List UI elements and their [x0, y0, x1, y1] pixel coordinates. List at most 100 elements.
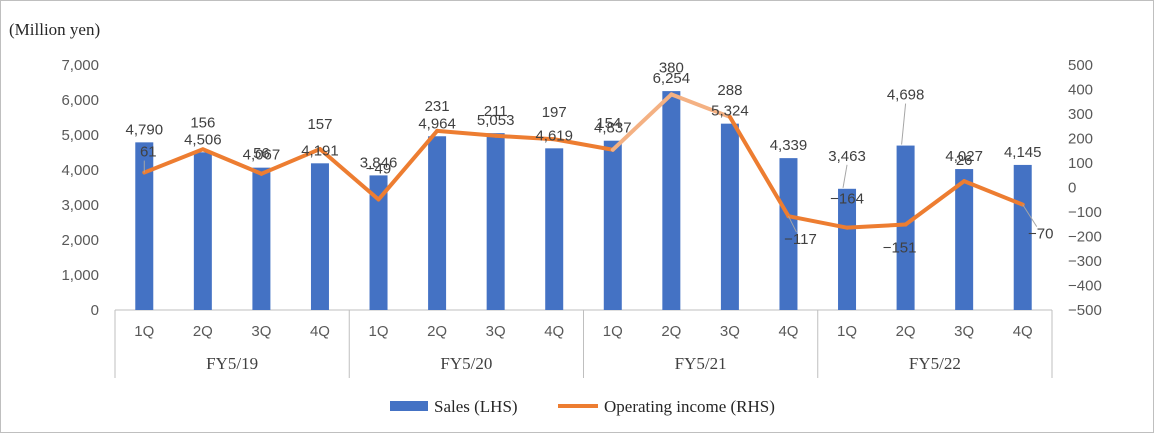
sales-bar	[545, 148, 564, 310]
sales-bar	[838, 188, 857, 310]
x-tick-label: 4Q	[1013, 323, 1033, 340]
y-right-tick-label: −300	[1068, 253, 1102, 270]
y-left-tick-label: 4,000	[61, 162, 99, 179]
sales-data-label: 4,619	[535, 127, 573, 144]
y-right-tick-label: 100	[1068, 155, 1093, 172]
y-right-tick-label: 0	[1068, 180, 1076, 197]
operating-income-segment	[786, 214, 850, 230]
operating-income-data-label: 154	[596, 115, 621, 132]
x-tick-label: 4Q	[544, 323, 564, 340]
sales-data-label: 5,324	[711, 103, 749, 120]
y-right-tick-label: −100	[1068, 204, 1102, 221]
sales-data-label: 4,698	[887, 87, 925, 104]
x-tick-label: 1Q	[369, 323, 389, 340]
operating-income-segment	[903, 179, 967, 227]
line-series	[142, 92, 1025, 230]
sales-bar	[252, 167, 271, 310]
legend-swatch-sales	[390, 401, 428, 411]
x-tick-label: 3Q	[954, 323, 974, 340]
x-tick-label: 1Q	[603, 323, 623, 340]
y-left-tick-label: 6,000	[61, 92, 99, 109]
x-tick-label: 2Q	[661, 323, 681, 340]
group-label: FY5/20	[440, 354, 492, 373]
x-tick-label: 3Q	[486, 323, 506, 340]
x-tick-label: 3Q	[251, 323, 271, 340]
operating-income-data-label: −164	[830, 191, 864, 208]
sales-bar	[486, 133, 505, 310]
sales-data-label: 4,067	[243, 147, 281, 164]
y-right-tick-label: −400	[1068, 278, 1102, 295]
legend: Sales (LHS) Operating income (RHS)	[390, 397, 775, 416]
sales-data-label: 6,254	[653, 70, 691, 87]
operating-income-data-label: −117	[784, 231, 817, 248]
operating-income-segment	[200, 147, 264, 176]
y-right-tick-label: 400	[1068, 82, 1093, 99]
y-left-tick-label: 2,000	[61, 232, 99, 249]
sales-bar	[779, 158, 798, 310]
y-right-tick-label: −200	[1068, 229, 1102, 246]
sales-bar	[310, 163, 329, 310]
operating-income-segment	[493, 133, 557, 142]
axes: 0 1,000 2,000 3,000 4,000 5,000 6,000 7,000 −500…	[61, 57, 1102, 378]
operating-income-segment	[962, 179, 1025, 207]
y-right-tick-label: −500	[1068, 302, 1102, 319]
sales-bar	[135, 142, 154, 310]
group-label: FY5/22	[909, 354, 961, 373]
operating-income-data-label: −70	[1028, 226, 1053, 243]
operating-income-data-label: 197	[542, 104, 567, 121]
y-left-tick-label: 3,000	[61, 197, 99, 214]
x-tick-label: 1Q	[134, 323, 154, 340]
operating-income-data-label: −49	[366, 161, 391, 178]
sales-data-label: 4,027	[945, 148, 983, 165]
sales-data-label: 4,837	[594, 120, 632, 137]
group-label: FY5/19	[206, 354, 258, 373]
operating-income-data-label: −151	[883, 239, 917, 256]
bars	[135, 91, 1032, 310]
x-tick-label: 2Q	[427, 323, 447, 340]
x-tick-label: 4Q	[310, 323, 330, 340]
x-tick-label: 3Q	[720, 323, 740, 340]
y-right-tick-label: 200	[1068, 131, 1093, 148]
operating-income-segment	[669, 92, 732, 119]
operating-income-segment	[142, 147, 205, 175]
operating-income-segment	[845, 222, 908, 230]
sales-bar	[896, 145, 915, 310]
sales-bar	[369, 175, 388, 310]
x-tick-label: 2Q	[896, 323, 916, 340]
operating-income-data-label: 288	[717, 82, 742, 99]
sales-data-label: 4,339	[770, 137, 808, 154]
sales-bar	[428, 136, 447, 310]
sales-bar	[955, 169, 974, 310]
operating-income-data-label: 157	[307, 116, 332, 133]
y-left-tick-label: 7,000	[61, 57, 99, 74]
sales-data-label: 5,053	[477, 112, 515, 129]
operating-income-segment	[376, 128, 440, 202]
sales-data-label: 3,463	[828, 148, 866, 165]
sales-data-label: 4,191	[301, 142, 339, 159]
leader-line	[1022, 204, 1038, 227]
sales-bar	[720, 123, 739, 310]
operating-income-segment	[610, 92, 674, 152]
sales-bar	[193, 152, 212, 310]
sales-bar	[603, 140, 622, 310]
legend-label-sales: Sales (LHS)	[434, 397, 518, 416]
y-left-tick-label: 1,000	[61, 267, 99, 284]
unit-label: (Million yen)	[9, 20, 100, 39]
sales-data-label: 4,964	[418, 115, 456, 132]
leader-line	[842, 164, 848, 188]
operating-income-data-label: 56	[253, 145, 270, 162]
sales-data-label: 4,145	[1004, 144, 1042, 161]
operating-income-segment	[317, 147, 381, 202]
y-right-tick-label: 500	[1068, 57, 1093, 74]
x-tick-label: 2Q	[193, 323, 213, 340]
y-left-tick-label: 5,000	[61, 127, 99, 144]
operating-income-data-label: 211	[484, 103, 508, 120]
legend-label-operating-income: Operating income (RHS)	[604, 397, 775, 416]
operating-income-data-label: 380	[659, 59, 684, 76]
y-right-tick-label: 300	[1068, 106, 1093, 123]
x-tick-label: 1Q	[837, 323, 857, 340]
y-left-tick-label: 0	[91, 302, 99, 319]
operating-income-segment	[552, 137, 615, 152]
operating-income-segment	[435, 128, 498, 138]
